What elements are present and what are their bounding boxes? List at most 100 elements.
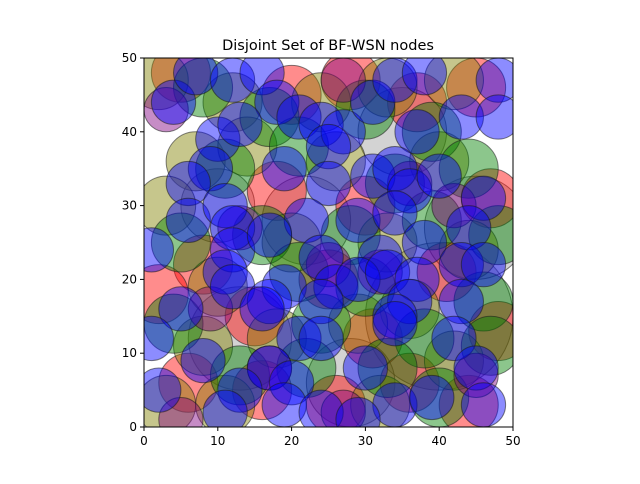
y-tick-label: 50: [122, 51, 137, 65]
node-marker: [246, 345, 293, 391]
node-marker: [394, 109, 440, 155]
node-marker: [416, 153, 462, 199]
node-marker: [150, 79, 197, 125]
node-marker: [401, 58, 448, 96]
node-marker: [180, 168, 256, 244]
node-marker: [431, 182, 477, 229]
node-marker: [268, 116, 330, 177]
node-marker: [187, 286, 293, 391]
node-marker: [150, 58, 211, 103]
y-tick-label: 40: [122, 125, 137, 139]
node-marker: [409, 374, 455, 421]
node-marker: [320, 58, 366, 103]
node-marker: [460, 382, 507, 427]
node-marker: [298, 315, 344, 362]
node-marker: [438, 278, 484, 325]
marker-layer: [144, 58, 513, 427]
node-marker: [202, 249, 248, 295]
node-marker: [144, 175, 197, 236]
node-marker: [254, 79, 300, 125]
node-marker: [460, 175, 507, 221]
node-marker: [144, 264, 189, 325]
node-marker: [209, 227, 256, 273]
x-tick-label: 20: [284, 434, 299, 448]
x-tick-label: 0: [140, 434, 148, 448]
plot-frame: [143, 57, 514, 428]
node-marker: [158, 396, 204, 427]
node-marker: [298, 389, 344, 427]
node-marker: [180, 337, 226, 384]
node-marker: [372, 293, 418, 339]
node-marker: [217, 101, 263, 148]
node-marker: [217, 205, 263, 251]
node-marker: [173, 315, 234, 376]
node-marker: [372, 58, 418, 103]
x-tick-label: 10: [210, 434, 225, 448]
x-tick-label: 30: [358, 434, 373, 448]
node-marker: [276, 94, 322, 140]
y-tick-label: 10: [122, 346, 137, 360]
node-marker: [165, 160, 211, 207]
node-marker: [305, 160, 352, 207]
node-marker: [261, 212, 322, 273]
node-marker: [298, 278, 344, 325]
x-tick-label: 50: [505, 434, 520, 448]
node-marker: [217, 116, 278, 177]
y-axis: 0 10 20 30 40 50: [122, 51, 144, 434]
node-marker: [239, 58, 285, 96]
node-marker: [246, 278, 293, 325]
node-marker: [475, 58, 513, 103]
node-marker: [460, 242, 507, 288]
node-marker: [335, 256, 381, 303]
node-marker: [246, 212, 293, 258]
node-marker: [357, 249, 403, 295]
node-marker: [150, 212, 211, 273]
node-marker: [298, 101, 344, 148]
node-marker: [335, 197, 381, 243]
node-marker: [475, 94, 513, 140]
node-marker: [187, 146, 234, 192]
node-marker: [431, 315, 477, 362]
node-marker: [276, 337, 337, 398]
node-marker: [387, 72, 448, 133]
node-marker: [173, 58, 219, 96]
node-marker: [423, 58, 484, 111]
node-marker: [158, 352, 219, 413]
y-tick-label: 30: [122, 199, 137, 213]
x-axis: 0 10 20 30 40 50: [140, 427, 521, 448]
node-marker: [320, 109, 366, 155]
node-marker: [283, 197, 329, 243]
node-marker: [453, 352, 499, 398]
node-marker: [394, 256, 440, 303]
node-marker: [158, 286, 204, 332]
y-tick-label: 0: [129, 420, 137, 434]
node-marker: [202, 182, 248, 229]
node-marker: [202, 389, 248, 427]
node-marker: [209, 58, 256, 103]
node-marker: [364, 249, 411, 295]
node-marker: [261, 146, 307, 192]
node-marker: [268, 360, 315, 406]
node-marker: [446, 205, 492, 251]
node-marker: [144, 367, 182, 413]
node-marker: [423, 175, 513, 280]
node-marker: [342, 345, 389, 391]
node-marker: [305, 123, 352, 170]
node-marker: [438, 94, 484, 140]
node-marker: [305, 242, 352, 288]
node-marker: [350, 153, 396, 199]
node-marker: [387, 278, 433, 325]
node-marker: [144, 87, 189, 133]
node-marker: [401, 219, 448, 266]
node-marker: [165, 197, 211, 243]
node-marker: [298, 249, 359, 310]
node-marker: [401, 101, 462, 162]
x-tick-label: 40: [432, 434, 447, 448]
node-marker: [335, 256, 396, 317]
y-tick-label: 20: [122, 272, 137, 286]
node-marker: [144, 227, 175, 273]
node-marker: [239, 286, 285, 332]
node-marker: [387, 160, 433, 207]
